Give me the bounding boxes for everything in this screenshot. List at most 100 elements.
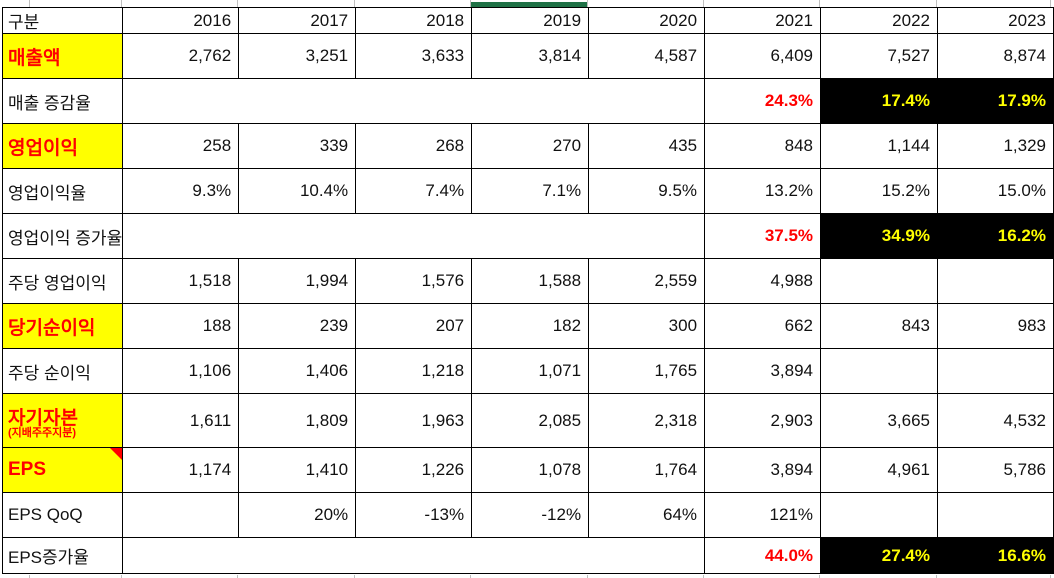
cell-revenue-growth-2021[interactable]: 24.3% — [704, 78, 822, 124]
cell-eps-2018[interactable]: 1,226 — [355, 447, 473, 493]
cell-operating-margin-2022[interactable]: 15.2% — [820, 168, 938, 214]
cell-net-income-2017[interactable]: 239 — [238, 303, 357, 349]
header-cell-2022[interactable]: 2022 — [820, 7, 938, 34]
row-label-revenue-growth[interactable]: 매출 증감율 — [1, 78, 124, 124]
cell-revenue-2021[interactable]: 6,409 — [704, 33, 822, 79]
cell-eps-2016[interactable]: 1,174 — [122, 447, 240, 493]
cell-operating-profit-per-share-2021[interactable]: 4,988 — [704, 258, 822, 304]
header-cell-2023[interactable]: 2023 — [936, 7, 1054, 34]
cell-net-income-per-share-2019[interactable]: 1,071 — [471, 348, 590, 394]
cell-net-income-per-share-2017[interactable]: 1,406 — [238, 348, 357, 394]
cell-eps-qoq-2016[interactable] — [122, 492, 240, 538]
cell-operating-profit-2020[interactable]: 435 — [588, 123, 706, 169]
cell-eps-qoq-2019[interactable]: -12% — [471, 492, 590, 538]
cell-operating-profit-2021[interactable]: 848 — [704, 123, 822, 169]
cell-equity-2019[interactable]: 2,085 — [471, 393, 590, 448]
cell-eps-2023[interactable]: 5,786 — [936, 447, 1054, 493]
cell-operating-profit-per-share-2020[interactable]: 2,559 — [588, 258, 706, 304]
cell-net-income-per-share-2016[interactable]: 1,106 — [122, 348, 240, 394]
cell-eps-2021[interactable]: 3,894 — [704, 447, 822, 493]
cell-eps-qoq-2021[interactable]: 121% — [704, 492, 822, 538]
cell-operating-profit-2023[interactable]: 1,329 — [936, 123, 1054, 169]
cell-operating-profit-per-share-2018[interactable]: 1,576 — [355, 258, 473, 304]
cell-operating-margin-2017[interactable]: 10.4% — [238, 168, 357, 214]
cell-net-income-per-share-2022[interactable] — [820, 348, 938, 394]
cell-operating-profit-growth-2021[interactable]: 37.5% — [704, 213, 822, 259]
cell-equity-2023[interactable]: 4,532 — [936, 393, 1054, 448]
cell-eps-2020[interactable]: 1,764 — [588, 447, 706, 493]
row-label-equity[interactable]: 자기자본 (지배주주지분) — [1, 393, 124, 448]
row-label-operating-profit[interactable]: 영업이익 — [1, 123, 124, 169]
cell-eps-qoq-2017[interactable]: 20% — [238, 492, 357, 538]
cell-equity-2017[interactable]: 1,809 — [238, 393, 357, 448]
header-cell-2018[interactable]: 2018 — [355, 7, 473, 34]
header-cell-2016[interactable]: 2016 — [122, 7, 240, 34]
cell-net-income-per-share-2021[interactable]: 3,894 — [704, 348, 822, 394]
cell-eps-2022[interactable]: 4,961 — [820, 447, 938, 493]
cell-eps-qoq-2023[interactable] — [936, 492, 1054, 538]
cell-equity-2016[interactable]: 1,611 — [122, 393, 240, 448]
cell-eps-growth-empty-span[interactable] — [122, 537, 706, 574]
cell-operating-profit-per-share-2016[interactable]: 1,518 — [122, 258, 240, 304]
cell-operating-margin-2019[interactable]: 7.1% — [471, 168, 590, 214]
cell-operating-margin-2023[interactable]: 15.0% — [936, 168, 1054, 214]
cell-eps-2019[interactable]: 1,078 — [471, 447, 590, 493]
cell-revenue-growth-2022[interactable]: 17.4% — [820, 78, 938, 124]
header-cell-2021[interactable]: 2021 — [704, 7, 822, 34]
cell-revenue-2016[interactable]: 2,762 — [122, 33, 240, 79]
cell-operating-margin-2021[interactable]: 13.2% — [704, 168, 822, 214]
row-label-operating-profit-per-share[interactable]: 주당 영업이익 — [1, 258, 124, 304]
cell-revenue-2022[interactable]: 7,527 — [820, 33, 938, 79]
cell-eps-2017[interactable]: 1,410 — [238, 447, 357, 493]
cell-net-income-per-share-2023[interactable] — [936, 348, 1054, 394]
cell-operating-profit-growth-2023[interactable]: 16.2% — [936, 213, 1054, 259]
cell-revenue-2020[interactable]: 4,587 — [588, 33, 706, 79]
cell-revenue-2018[interactable]: 3,633 — [355, 33, 473, 79]
row-label-eps[interactable]: EPS — [1, 447, 124, 493]
cell-net-income-2018[interactable]: 207 — [355, 303, 473, 349]
cell-net-income-2021[interactable]: 662 — [704, 303, 822, 349]
header-cell-2020[interactable]: 2020 — [588, 7, 706, 34]
cell-revenue-2019[interactable]: 3,814 — [471, 33, 590, 79]
header-cell-2017[interactable]: 2017 — [238, 7, 357, 34]
cell-eps-growth-2022[interactable]: 27.4% — [820, 537, 938, 574]
row-label-operating-profit-growth[interactable]: 영업이익 증가율 — [1, 213, 124, 259]
cell-equity-2020[interactable]: 2,318 — [588, 393, 706, 448]
cell-equity-2022[interactable]: 3,665 — [820, 393, 938, 448]
row-label-operating-margin[interactable]: 영업이익율 — [1, 168, 124, 214]
cell-equity-2018[interactable]: 1,963 — [355, 393, 473, 448]
cell-operating-profit-growth-empty-span[interactable] — [122, 213, 706, 259]
cell-operating-margin-2020[interactable]: 9.5% — [588, 168, 706, 214]
cell-revenue-growth-empty-span[interactable] — [122, 78, 706, 124]
cell-operating-margin-2018[interactable]: 7.4% — [355, 168, 473, 214]
cell-operating-profit-growth-2022[interactable]: 34.9% — [820, 213, 938, 259]
cell-net-income-per-share-2018[interactable]: 1,218 — [355, 348, 473, 394]
cell-eps-qoq-2020[interactable]: 64% — [588, 492, 706, 538]
cell-revenue-2017[interactable]: 3,251 — [238, 33, 357, 79]
cell-net-income-per-share-2020[interactable]: 1,765 — [588, 348, 706, 394]
row-label-net-income-per-share[interactable]: 주당 순이익 — [1, 348, 124, 394]
row-label-eps-growth[interactable]: EPS증가율 — [1, 537, 124, 574]
cell-eps-growth-2023[interactable]: 16.6% — [936, 537, 1054, 574]
cell-eps-qoq-2022[interactable] — [820, 492, 938, 538]
cell-operating-profit-2017[interactable]: 339 — [238, 123, 357, 169]
cell-net-income-2023[interactable]: 983 — [936, 303, 1054, 349]
cell-net-income-2016[interactable]: 188 — [122, 303, 240, 349]
row-label-revenue[interactable]: 매출액 — [1, 33, 124, 79]
cell-equity-2021[interactable]: 2,903 — [704, 393, 822, 448]
row-label-net-income[interactable]: 당기순이익 — [1, 303, 124, 349]
cell-operating-profit-2016[interactable]: 258 — [122, 123, 240, 169]
cell-operating-margin-2016[interactable]: 9.3% — [122, 168, 240, 214]
cell-revenue-2023[interactable]: 8,874 — [936, 33, 1054, 79]
cell-operating-profit-per-share-2023[interactable] — [936, 258, 1054, 304]
cell-eps-growth-2021[interactable]: 44.0% — [704, 537, 822, 574]
cell-operating-profit-per-share-2019[interactable]: 1,588 — [471, 258, 590, 304]
cell-operating-profit-per-share-2022[interactable] — [820, 258, 938, 304]
cell-net-income-2020[interactable]: 300 — [588, 303, 706, 349]
cell-net-income-2022[interactable]: 843 — [820, 303, 938, 349]
comment-indicator-icon[interactable] — [110, 448, 122, 460]
cell-revenue-growth-2023[interactable]: 17.9% — [936, 78, 1054, 124]
cell-operating-profit-2019[interactable]: 270 — [471, 123, 590, 169]
cell-operating-profit-per-share-2017[interactable]: 1,994 — [238, 258, 357, 304]
cell-operating-profit-2018[interactable]: 268 — [355, 123, 473, 169]
